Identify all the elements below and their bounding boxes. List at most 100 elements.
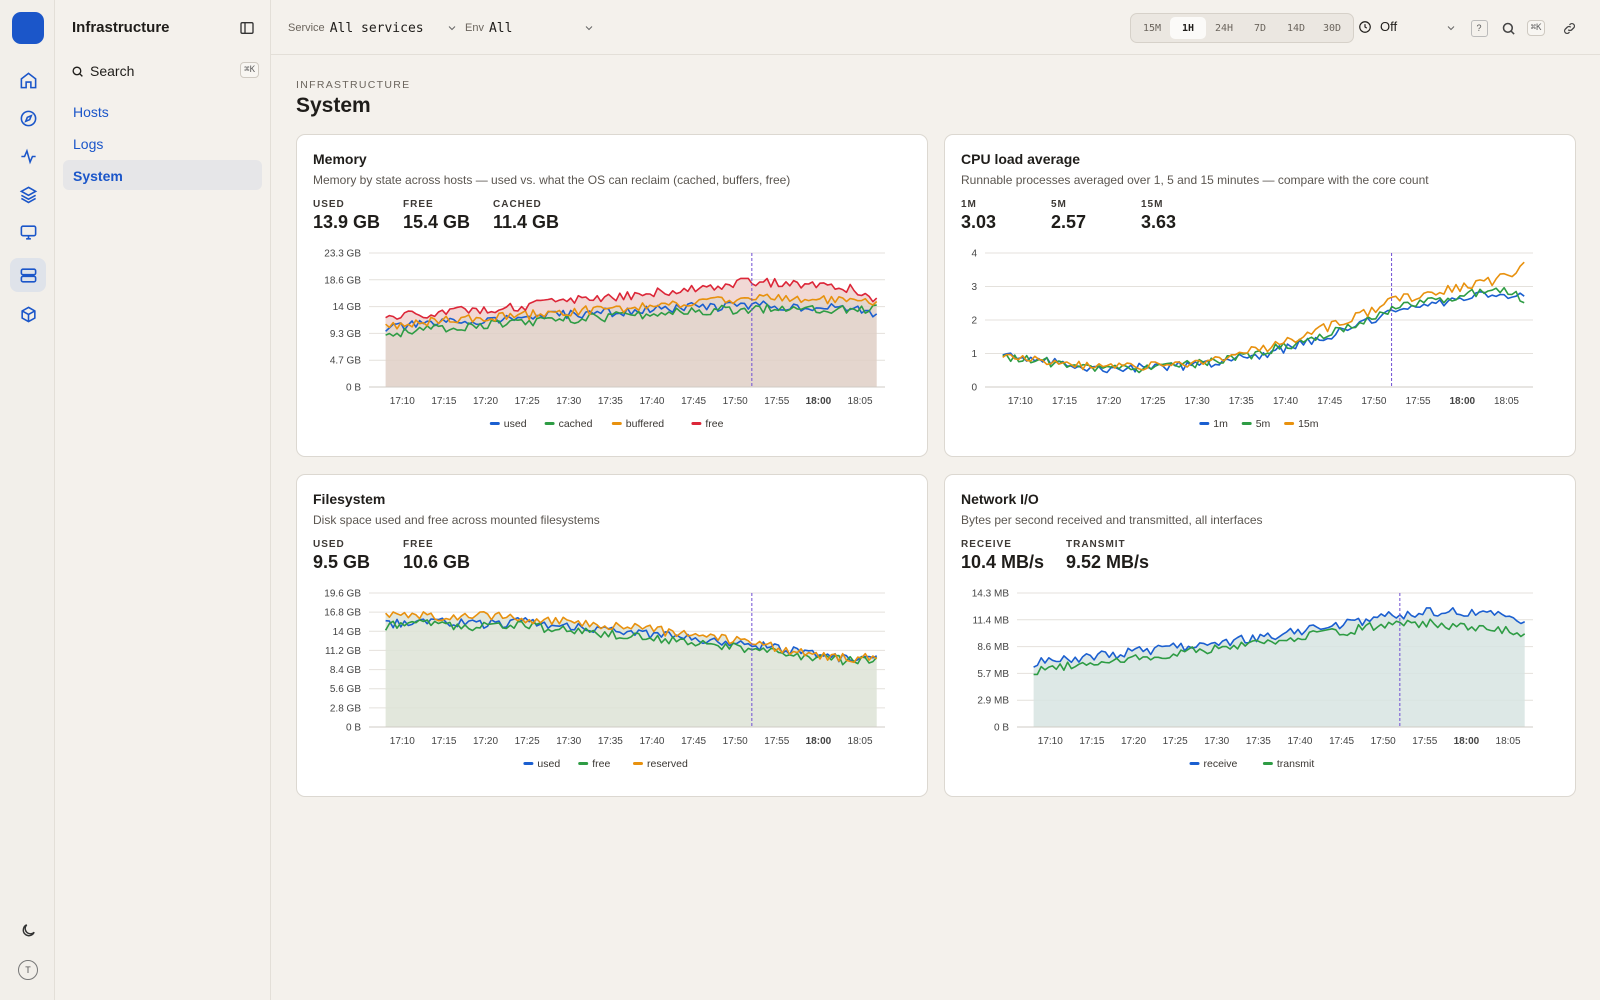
legend-label: transmit <box>1277 758 1314 770</box>
range-1h[interactable]: 1H <box>1170 17 1206 39</box>
legend-swatch <box>633 762 643 765</box>
legend-swatch <box>611 422 622 425</box>
sidebar-item-logs[interactable]: Logs <box>73 136 104 152</box>
y-tick-label: 11.2 GB <box>325 646 361 657</box>
x-tick-label: 17:50 <box>723 736 748 747</box>
search-icon[interactable] <box>1499 19 1517 37</box>
x-tick-label: 17:20 <box>473 736 498 747</box>
legend-swatch <box>578 762 589 765</box>
env-filter[interactable]: Env All <box>465 18 512 38</box>
shortcut-kbd[interactable]: ⌘K <box>1524 19 1548 37</box>
activity-icon[interactable] <box>10 139 46 173</box>
y-tick-label: 14.3 MB <box>972 589 1010 600</box>
card-subtitle: Memory by state across hosts — used vs. … <box>313 173 791 187</box>
stat-label: CACHED <box>493 199 542 210</box>
x-tick-label: 17:40 <box>639 396 664 407</box>
memory-chart[interactable]: 0 B 4.7 GB 9.3 GB 14 GB 18.6 GB 23.3 GB 17:10 1… <box>297 243 929 443</box>
legend-label: free <box>705 418 723 430</box>
y-tick-label: 3 <box>971 282 977 293</box>
y-tick-label: 8.6 MB <box>977 642 1009 653</box>
help-icon[interactable]: ? <box>1470 19 1488 37</box>
home-icon[interactable] <box>10 63 46 97</box>
series-line-cached <box>385 303 877 338</box>
service-filter-value: All services <box>329 20 424 36</box>
package-icon[interactable] <box>10 297 46 331</box>
series-line-15m <box>1002 261 1525 371</box>
avatar-initial: T <box>18 960 38 980</box>
compass-icon[interactable] <box>10 101 46 135</box>
time-range-selector: 15M 1H 24H 7D 14D 30D <box>1130 13 1354 43</box>
layers-icon[interactable] <box>10 177 46 211</box>
legend-label: free <box>592 758 610 770</box>
moon-icon[interactable] <box>10 915 46 945</box>
x-tick-label: 17:10 <box>390 736 415 747</box>
range-14d[interactable]: 14D <box>1286 22 1306 34</box>
legend-label: 5m <box>1256 418 1271 430</box>
x-tick-label: 17:20 <box>1096 396 1121 407</box>
chevron-down-icon[interactable] <box>583 22 595 34</box>
series-line-5m <box>1002 286 1525 374</box>
legend-swatch <box>544 422 555 425</box>
link-icon[interactable] <box>1560 19 1578 37</box>
x-tick-label: 17:35 <box>598 396 623 407</box>
y-tick-label: 2 <box>971 316 977 327</box>
stat-value: 11.4 GB <box>493 212 560 232</box>
chevron-down-icon[interactable] <box>1445 22 1457 34</box>
stat: USED 13.9 GB <box>313 199 380 233</box>
filesystem-chart[interactable]: 0 B 2.8 GB 5.6 GB 8.4 GB 11.2 GB 14 GB 16.8 GB… <box>297 583 929 783</box>
legend-swatch <box>523 762 534 765</box>
stat: FREE 10.6 GB <box>403 539 470 573</box>
network-io-chart[interactable]: 0 B 2.9 MB 5.7 MB 8.6 MB 11.4 MB 14.3 MB 17:10… <box>945 583 1577 783</box>
stat: 15M 3.63 <box>1141 199 1176 233</box>
x-tick-label: 17:55 <box>764 396 789 407</box>
sidebar-item-hosts[interactable]: Hosts <box>73 104 109 120</box>
stat-value: 10.6 GB <box>403 552 471 572</box>
x-tick-label: 17:40 <box>1273 396 1298 407</box>
x-tick-label: 17:20 <box>473 396 498 407</box>
stat-value: 9.52 MB/s <box>1066 552 1150 572</box>
auto-refresh-select[interactable]: Off <box>1358 19 1397 34</box>
server-icon[interactable] <box>10 258 46 292</box>
y-tick-label: 0 B <box>994 723 1009 734</box>
stat: CACHED 11.4 GB <box>493 199 559 233</box>
stat-label: FREE <box>403 199 434 210</box>
x-tick-label: 17:50 <box>1371 736 1396 747</box>
legend-label: used <box>537 758 560 770</box>
card-title: Memory <box>313 151 367 167</box>
auto-refresh-value: Off <box>1380 19 1398 34</box>
x-tick-label: 17:15 <box>1052 396 1077 407</box>
y-tick-label: 14 GB <box>333 627 362 638</box>
y-tick-label: 4 <box>971 249 977 260</box>
series-line-transmit <box>1033 618 1526 676</box>
legend-label: buffered <box>626 418 664 430</box>
app-logo[interactable] <box>12 12 44 44</box>
range-24h[interactable]: 24H <box>1214 22 1234 34</box>
range-7d[interactable]: 7D <box>1253 22 1267 34</box>
x-tick-label: 17:10 <box>1038 736 1063 747</box>
service-filter[interactable]: Service All services <box>288 18 424 38</box>
y-tick-label: 8.4 GB <box>330 665 361 676</box>
card-title: Network I/O <box>961 491 1039 507</box>
sidebar-search[interactable]: Search ⌘K <box>67 58 259 84</box>
range-30d[interactable]: 30D <box>1322 22 1342 34</box>
x-tick-label: 17:25 <box>1140 396 1165 407</box>
cpu-load-chart[interactable]: 0 1 2 3 4 17:10 17:15 17:20 17:25 17:30 17:35 17:40… <box>945 243 1577 443</box>
series-line-1m <box>1002 291 1525 374</box>
stat-label: USED <box>313 539 345 550</box>
search-shortcut: ⌘K <box>240 62 259 78</box>
network-io-card: Network I/O Bytes per second received an… <box>944 474 1576 797</box>
y-tick-label: 4.7 GB <box>330 356 361 367</box>
x-tick-label: 17:35 <box>1246 736 1271 747</box>
sidebar-item-system[interactable]: System <box>63 160 262 190</box>
series-line-free <box>384 619 878 666</box>
x-tick-label: 17:10 <box>1008 396 1033 407</box>
y-tick-label: 23.3 GB <box>324 249 361 260</box>
y-tick-label: 18.6 GB <box>324 275 361 286</box>
x-tick-label: 17:20 <box>1121 736 1146 747</box>
chevron-down-icon[interactable] <box>446 22 458 34</box>
monitor-icon[interactable] <box>10 215 46 249</box>
memory-card: Memory Memory by state across hosts — us… <box>296 134 928 457</box>
range-15m[interactable]: 15M <box>1142 22 1162 34</box>
user-avatar[interactable]: T <box>10 955 46 985</box>
sidebar-toggle-icon[interactable] <box>239 20 255 36</box>
